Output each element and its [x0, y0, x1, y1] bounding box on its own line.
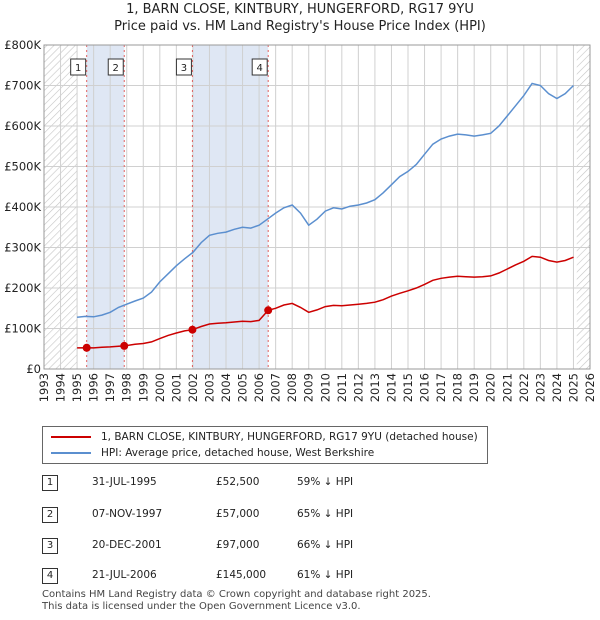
sale-label-text: 1: [75, 63, 81, 74]
transaction-hpi-diff: 65% ↓ HPI: [297, 508, 354, 520]
x-tick-label: 2008: [285, 373, 299, 402]
transaction-number-badge: 4: [42, 568, 58, 584]
y-tick-label: £400K: [4, 200, 41, 214]
x-tick-label: 2002: [186, 373, 200, 402]
transaction-price: £57,000: [216, 508, 260, 520]
chart-label-layer: 1 2 3 4 £0 £100K £200K £300K £400K £500K £600K £700…: [4, 38, 597, 402]
plot-border: [43, 44, 591, 370]
x-tick-label: 2019: [467, 373, 481, 402]
legend-item-property: 1, BARN CLOSE, KINTBURY, HUNGERFORD, RG1…: [51, 429, 478, 445]
x-tick-label: 2000: [153, 373, 167, 402]
legend-label-property: 1, BARN CLOSE, KINTBURY, HUNGERFORD, RG1…: [101, 431, 478, 443]
x-tick-label: 2003: [202, 373, 216, 402]
transaction-row: 4 21-JUL-2006 £145,000 61% ↓ HPI: [42, 568, 600, 586]
legend-swatch-red: [51, 436, 91, 438]
transaction-number-badge: 1: [42, 475, 58, 491]
x-tick-label: 2001: [169, 373, 183, 402]
x-tick-label: 1998: [120, 373, 134, 402]
sale-label-box: [251, 58, 268, 76]
x-tick-label: 2009: [302, 373, 316, 402]
transaction-hpi-diff: 61% ↓ HPI: [297, 569, 354, 581]
transaction-price: £145,000: [216, 569, 267, 581]
transaction-row: 2 07-NOV-1997 £57,000 65% ↓ HPI: [42, 507, 600, 525]
x-tick-label: 2020: [484, 373, 498, 402]
x-tick-label: 2010: [318, 373, 332, 402]
x-tick-label: 2017: [434, 373, 448, 402]
sale-label-text: 3: [181, 63, 187, 74]
x-tick-label: 2006: [252, 373, 266, 402]
y-tick-label: £600K: [4, 119, 41, 133]
sale-point: [264, 306, 273, 315]
x-tick-label: 2012: [351, 373, 365, 402]
x-tick-label: 2024: [550, 373, 564, 402]
x-tick-label: 2018: [451, 373, 465, 402]
transaction-price: £52,500: [216, 476, 260, 488]
chart-legend: 1, BARN CLOSE, KINTBURY, HUNGERFORD, RG1…: [42, 426, 488, 464]
sale-label-text: 4: [257, 63, 263, 74]
x-tick-label: 2015: [401, 373, 415, 402]
x-tick-label: 2007: [269, 373, 283, 402]
x-tick-label: 2021: [500, 373, 514, 402]
x-tick-label: 2026: [583, 373, 597, 402]
hpi-series-line: [77, 82, 575, 318]
property-series-line: [77, 255, 574, 349]
sale-point: [120, 341, 129, 350]
x-tick-label: 2023: [533, 373, 547, 402]
legend-swatch-blue: [51, 452, 91, 454]
footer-copyright: Contains HM Land Registry data © Crown c…: [42, 589, 431, 600]
transaction-date: 31-JUL-1995: [92, 476, 157, 488]
y-tick-label: £100K: [4, 322, 41, 336]
y-tick-label: £500K: [4, 160, 41, 174]
x-tick-label: 1995: [70, 373, 84, 402]
chart-series-layer: [77, 82, 575, 352]
x-tick-label: 2022: [517, 373, 531, 402]
x-tick-label: 2013: [368, 373, 382, 402]
x-tick-label: 2025: [566, 373, 580, 402]
x-tick-label: 1993: [37, 373, 51, 402]
x-tick-label: 2005: [236, 373, 250, 402]
sale-label-box: [175, 58, 192, 76]
transaction-date: 21-JUL-2006: [92, 569, 157, 581]
sale-label-box: [107, 58, 124, 76]
sale-point: [82, 343, 91, 352]
transaction-number-badge: 2: [42, 507, 58, 523]
transaction-number-badge: 3: [42, 538, 58, 554]
transaction-hpi-diff: 59% ↓ HPI: [297, 476, 354, 488]
sale-label-text: 2: [113, 63, 119, 74]
x-tick-label: 2011: [335, 373, 349, 402]
transaction-hpi-diff: 66% ↓ HPI: [297, 539, 354, 551]
transaction-row: 3 20-DEC-2001 £97,000 66% ↓ HPI: [42, 538, 600, 556]
y-tick-label: £300K: [4, 241, 41, 255]
transaction-row: 1 31-JUL-1995 £52,500 59% ↓ HPI: [42, 475, 600, 493]
y-tick-label: £800K: [4, 38, 41, 52]
chart-subtitle: Price paid vs. HM Land Registry's House …: [114, 19, 486, 34]
transaction-date: 20-DEC-2001: [92, 539, 162, 551]
sale-label-box: [70, 58, 87, 76]
y-tick-label: £200K: [4, 281, 41, 295]
sale-point: [188, 325, 197, 334]
x-tick-label: 2014: [384, 373, 398, 402]
transaction-price: £97,000: [216, 539, 260, 551]
y-tick-label: £700K: [4, 79, 41, 93]
transaction-date: 07-NOV-1997: [92, 508, 163, 520]
chart-title: 1, BARN CLOSE, KINTBURY, HUNGERFORD, RG1…: [126, 2, 474, 17]
footer-license: This data is licensed under the Open Gov…: [42, 601, 361, 612]
x-tick-label: 1999: [136, 373, 150, 402]
x-tick-label: 1994: [54, 373, 68, 402]
legend-item-hpi: HPI: Average price, detached house, West…: [51, 445, 374, 461]
x-tick-label: 2016: [418, 373, 432, 402]
price-chart: 1 2 3 4 £0 £100K £200K £300K £400K £500K £600K £700…: [4, 38, 597, 402]
legend-label-hpi: HPI: Average price, detached house, West…: [101, 447, 375, 459]
x-tick-label: 2004: [219, 373, 233, 402]
x-tick-label: 1997: [103, 373, 117, 402]
y-tick-label: £0: [26, 362, 41, 376]
x-tick-label: 1996: [87, 373, 101, 402]
